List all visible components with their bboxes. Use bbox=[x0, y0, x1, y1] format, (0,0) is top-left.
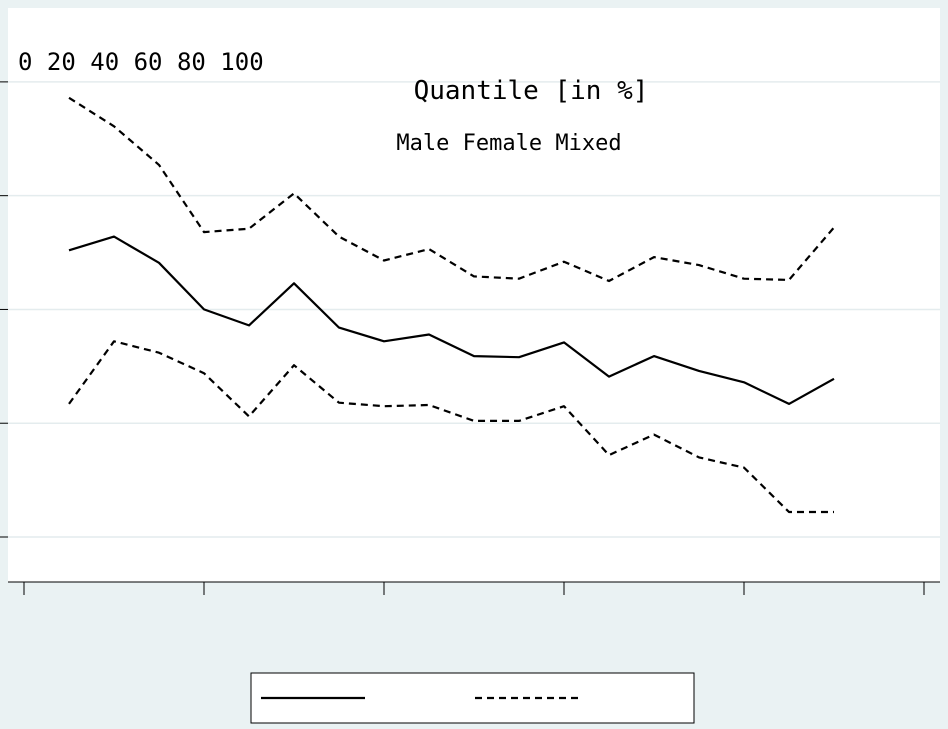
y-axis bbox=[0, 81, 8, 538]
plot-area bbox=[8, 8, 940, 582]
x-axis-title: Quantile [in %] bbox=[414, 76, 649, 106]
x-axis bbox=[23, 582, 925, 595]
x-tick-labels-text: 0 20 40 60 80 100 bbox=[18, 48, 264, 76]
dashed-series-line-1 bbox=[68, 96, 835, 283]
legend bbox=[250, 672, 695, 724]
solid-series-line-0 bbox=[68, 235, 835, 405]
gridlines bbox=[8, 81, 940, 538]
group-labels-text: Male Female Mixed bbox=[396, 131, 621, 156]
series-layer bbox=[68, 96, 835, 514]
